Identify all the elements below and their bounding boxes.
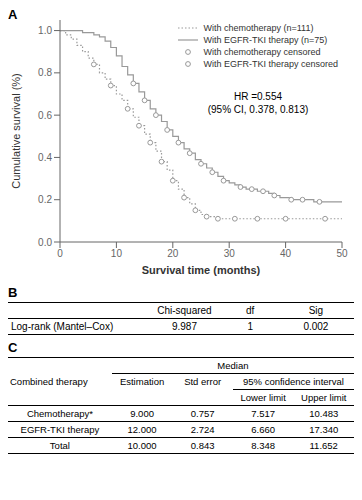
svg-text:30: 30 — [224, 248, 236, 259]
html-text:8.348: 8.348 — [251, 440, 275, 451]
svg-text:0: 0 — [57, 248, 63, 259]
html-text:Chi-squared: Chi-squared — [157, 305, 212, 316]
html-text:Lower limit: Lower limit — [240, 392, 286, 403]
html-text:95% confidence interval: 95% confidence interval — [243, 376, 344, 387]
html-text:Upper limit: Upper limit — [301, 392, 347, 403]
html-text:0.002: 0.002 — [303, 321, 329, 332]
html-text:9.000: 9.000 — [130, 408, 154, 419]
svg-text:0.0: 0.0 — [38, 237, 52, 248]
html-text:0.757: 0.757 — [190, 408, 215, 419]
svg-text:0.4: 0.4 — [38, 152, 52, 163]
html-text:17.340: 17.340 — [309, 424, 339, 435]
svg-text:40: 40 — [280, 248, 292, 259]
svg-text:Cumulative survival (%): Cumulative survival (%) — [10, 73, 22, 189]
html-text:Sig: Sig — [308, 305, 324, 316]
html-text:With EGFR-TKI therapy (n=75): With EGFR-TKI therapy (n=75) — [203, 35, 328, 45]
html-text:B: B — [8, 285, 18, 300]
html-text:Combined therapy: Combined therapy — [10, 376, 88, 387]
svg-text:0.2: 0.2 — [38, 194, 52, 205]
svg-text:1.0: 1.0 — [38, 25, 52, 36]
html-text:0.843: 0.843 — [190, 440, 215, 451]
svg-text:0.6: 0.6 — [38, 110, 52, 121]
html-text:(95% CI, 0.378, 0.813): (95% CI, 0.378, 0.813) — [207, 104, 309, 115]
html-text:Log-rank (Mantel–Cox): Log-rank (Mantel–Cox) — [11, 321, 114, 332]
html-text:6.660: 6.660 — [251, 424, 275, 435]
html-text:A: A — [8, 7, 18, 22]
svg-text:0.8: 0.8 — [38, 67, 52, 78]
html-text:10.000: 10.000 — [127, 440, 157, 451]
html-text:1: 1 — [247, 321, 253, 332]
html-text:df: df — [246, 305, 255, 316]
html-text:Estimation: Estimation — [119, 376, 165, 388]
html-text:7.517: 7.517 — [251, 408, 275, 419]
html-text:10.483: 10.483 — [309, 408, 339, 419]
html-text:With chemotherapy censored: With chemotherapy censored — [203, 47, 321, 57]
html-text:With chemotherapy (n=111): With chemotherapy (n=111) — [203, 23, 314, 33]
html-text:Std error: Std error — [184, 376, 222, 388]
html-text:9.987: 9.987 — [171, 321, 197, 332]
html-text:Chemotherapy*: Chemotherapy* — [26, 408, 93, 419]
html-text:With EGFR-TKI therapy censored: With EGFR-TKI therapy censored — [203, 59, 338, 69]
html-text:12.000: 12.000 — [127, 424, 157, 435]
html-text:HR =0.554: HR =0.554 — [234, 91, 282, 102]
html-text:11.652: 11.652 — [309, 440, 338, 451]
svg-text:Survival time (months): Survival time (months) — [142, 264, 261, 276]
html-text:Total: Total — [49, 440, 70, 451]
html-text:EGFR-TKI therapy: EGFR-TKI therapy — [20, 424, 100, 435]
svg-text:20: 20 — [167, 248, 179, 259]
svg-text:10: 10 — [111, 248, 123, 259]
html-text:C: C — [8, 340, 18, 355]
html-text:2.724: 2.724 — [190, 424, 215, 435]
svg-text:50: 50 — [336, 248, 348, 259]
html-text:Median: Median — [217, 360, 249, 371]
